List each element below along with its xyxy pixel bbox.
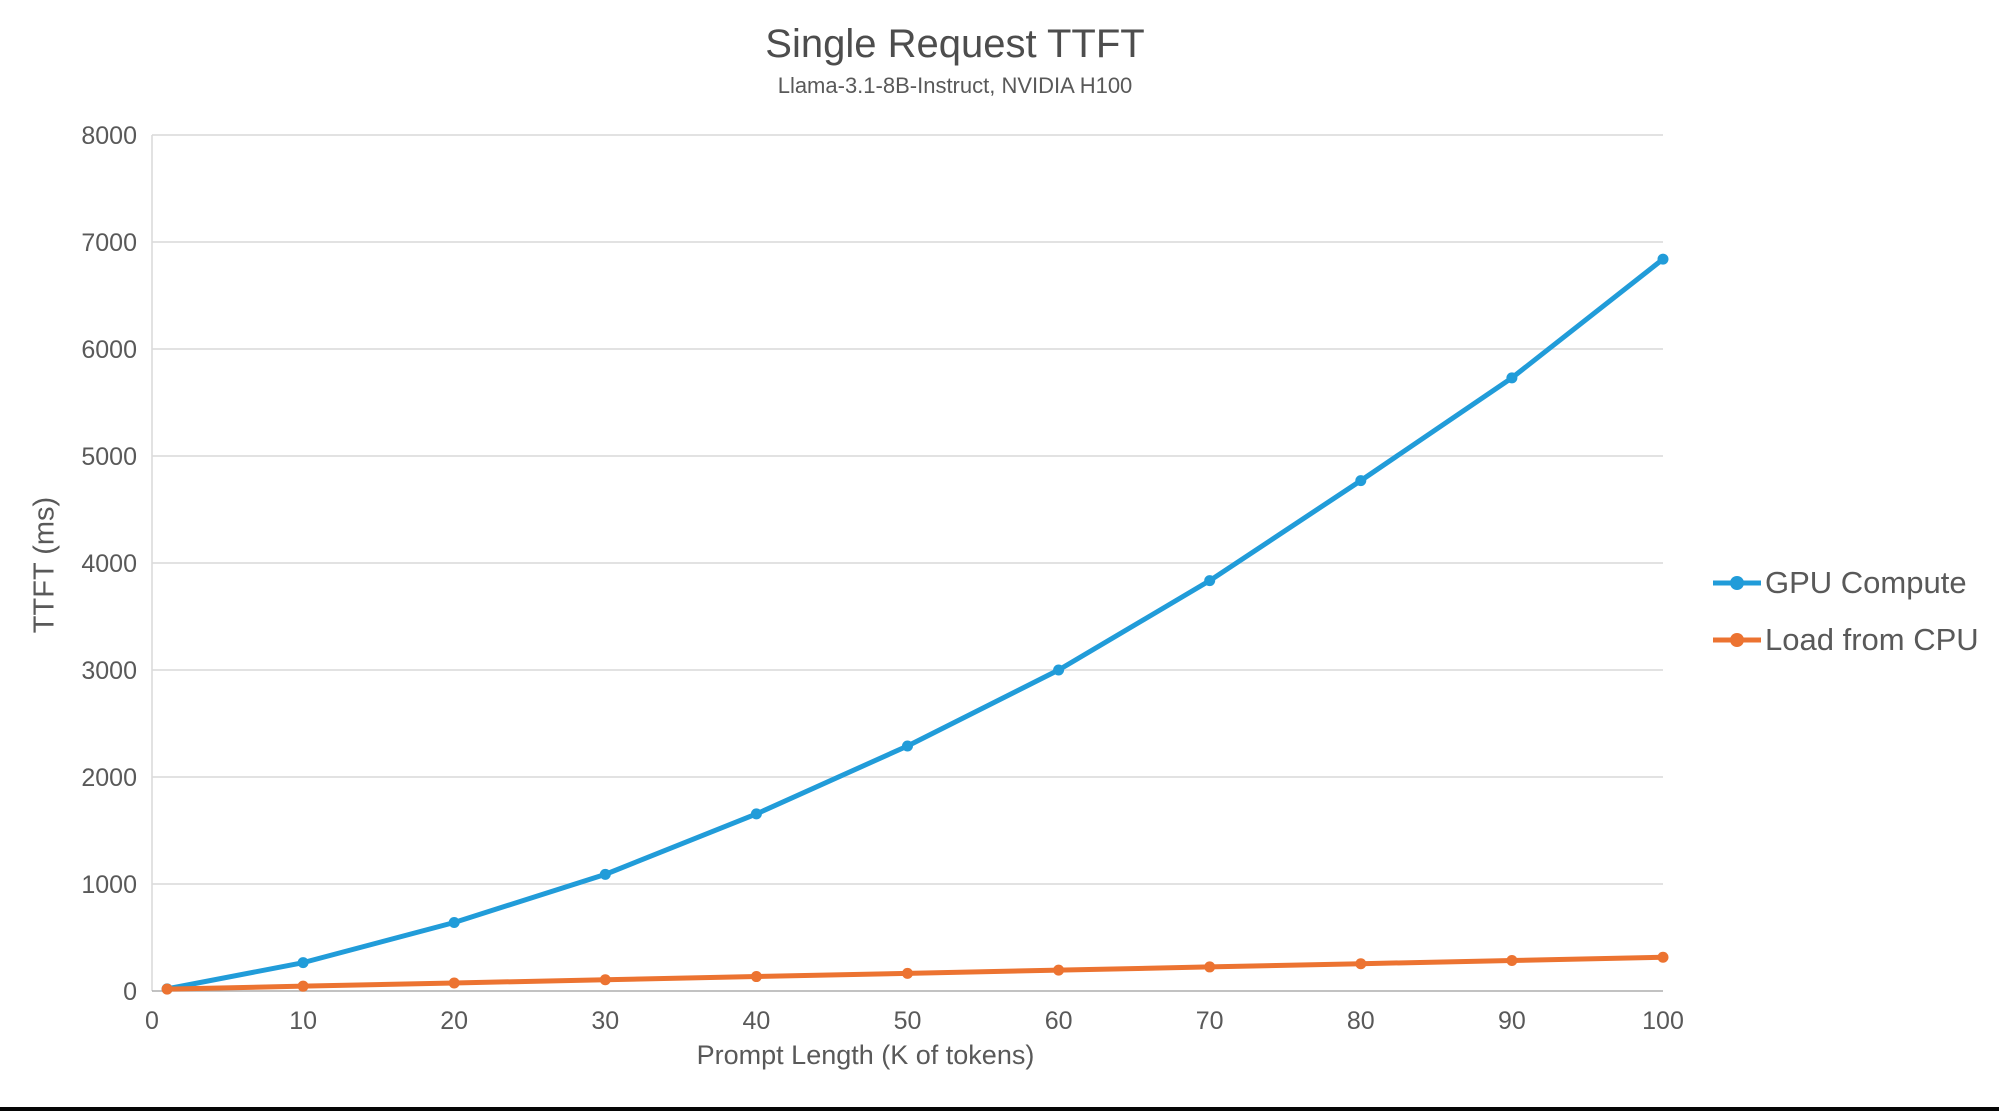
y-tick-label: 7000 xyxy=(81,229,137,257)
series-line-load-from-cpu xyxy=(164,954,1666,992)
legend-label: GPU Compute xyxy=(1765,565,1967,600)
data-point-marker xyxy=(1355,475,1367,487)
data-point-marker xyxy=(902,967,913,979)
x-tick-label: 0 xyxy=(145,1007,159,1035)
x-tick-label: 60 xyxy=(1045,1007,1073,1035)
x-tick-label: 10 xyxy=(289,1007,317,1035)
x-tick-label: 100 xyxy=(1642,1007,1684,1035)
data-point-marker xyxy=(1204,575,1216,587)
y-tick-label: 4000 xyxy=(81,550,137,578)
y-tick-label: 8000 xyxy=(81,122,137,150)
x-tick-label: 30 xyxy=(591,1007,619,1035)
series-line-gpu-compute xyxy=(164,256,1666,992)
legend-label: Load from CPU xyxy=(1765,622,1979,657)
data-point-marker xyxy=(1506,955,1518,967)
y-tick-label: 2000 xyxy=(81,764,137,792)
data-point-marker xyxy=(448,977,460,989)
data-point-marker xyxy=(1053,664,1065,676)
window-bottom-edge xyxy=(0,1107,1999,1111)
data-point-marker xyxy=(1506,372,1518,384)
x-tick-label: 70 xyxy=(1196,1007,1224,1035)
data-point-marker xyxy=(599,868,611,880)
data-point-marker xyxy=(161,983,173,995)
data-point-marker xyxy=(599,974,611,986)
y-axis-title: TTFT (ms) xyxy=(28,496,61,634)
x-tick-label: 20 xyxy=(440,1007,468,1035)
y-tick-label: 1000 xyxy=(81,871,137,899)
y-tick-label: 0 xyxy=(123,978,137,1006)
data-point-marker xyxy=(297,980,309,992)
data-point-marker xyxy=(1053,964,1065,976)
data-point-marker xyxy=(1657,253,1669,265)
data-point-marker xyxy=(297,957,309,969)
data-point-marker xyxy=(1204,961,1216,973)
data-point-marker xyxy=(1355,958,1367,970)
y-tick-label: 6000 xyxy=(81,336,137,364)
x-tick-label: 50 xyxy=(894,1007,922,1035)
data-point-marker xyxy=(750,971,762,983)
y-tick-label: 5000 xyxy=(81,443,137,471)
x-axis-title: Prompt Length (K of tokens) xyxy=(696,1040,1035,1070)
data-point-marker xyxy=(750,808,762,820)
legend-item-load-from-cpu: Load from CPU xyxy=(1712,619,1979,661)
chart-legend: GPU Compute Load from CPU xyxy=(1712,562,1979,661)
x-tick-label: 80 xyxy=(1347,1007,1375,1035)
legend-item-gpu-compute: GPU Compute xyxy=(1712,562,1979,604)
data-point-marker xyxy=(902,740,913,752)
legend-marker-line-icon xyxy=(1713,576,1761,590)
legend-marker-line-icon xyxy=(1713,633,1761,647)
x-tick-label: 90 xyxy=(1498,1007,1526,1035)
x-tick-label: 40 xyxy=(742,1007,770,1035)
data-point-marker xyxy=(1657,951,1669,963)
data-point-marker xyxy=(448,917,460,929)
y-tick-label: 3000 xyxy=(81,657,137,685)
